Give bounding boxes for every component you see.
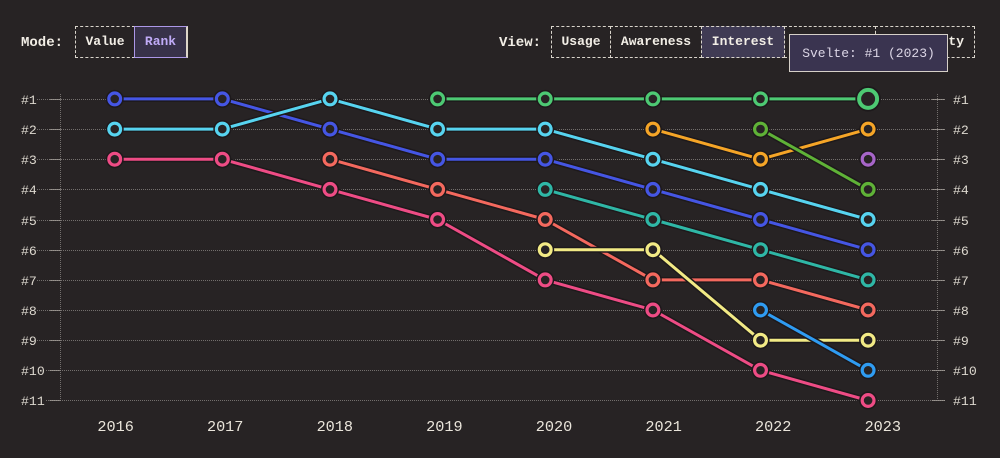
svg-text:#6: #6 — [953, 244, 969, 259]
svg-text:#9: #9 — [21, 334, 37, 349]
svg-text:2023: 2023 — [865, 418, 901, 436]
svg-text:#1: #1 — [21, 93, 37, 108]
svg-text:#5: #5 — [953, 214, 969, 229]
svg-text:#11: #11 — [953, 394, 977, 409]
svg-text:#4: #4 — [953, 183, 969, 198]
svg-text:#7: #7 — [21, 274, 37, 289]
svg-text:2019: 2019 — [426, 418, 462, 436]
svg-text:#8: #8 — [21, 304, 37, 319]
svg-text:2018: 2018 — [317, 418, 353, 436]
svg-text:2017: 2017 — [207, 418, 243, 436]
svg-text:#5: #5 — [21, 214, 37, 229]
svg-text:#8: #8 — [953, 304, 969, 319]
svg-text:#4: #4 — [21, 183, 37, 198]
svg-text:#3: #3 — [953, 153, 969, 168]
svg-text:#3: #3 — [21, 153, 37, 168]
svg-text:#9: #9 — [953, 334, 969, 349]
svg-text:2021: 2021 — [645, 418, 681, 436]
svg-text:#11: #11 — [21, 394, 45, 409]
svg-text:2016: 2016 — [97, 418, 133, 436]
svg-text:#10: #10 — [21, 364, 45, 379]
svg-text:#10: #10 — [953, 364, 977, 379]
svg-text:2020: 2020 — [536, 418, 572, 436]
svg-text:#6: #6 — [21, 244, 37, 259]
svg-text:#7: #7 — [953, 274, 969, 289]
svg-text:#1: #1 — [953, 93, 969, 108]
svg-text:2022: 2022 — [755, 418, 791, 436]
svg-text:#2: #2 — [21, 123, 37, 138]
svg-text:#2: #2 — [953, 123, 969, 138]
